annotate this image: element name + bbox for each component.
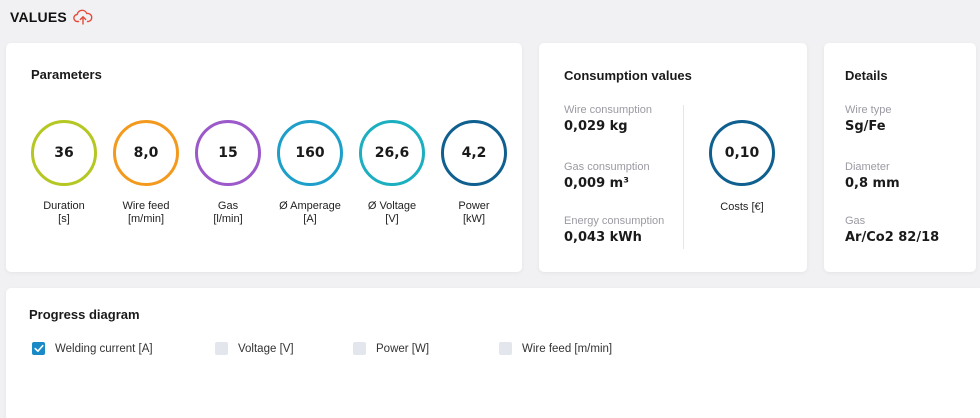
gas-type-label: Gas <box>845 215 866 227</box>
consumption-card: Consumption values Wire consumption 0,02… <box>539 43 807 272</box>
parameter-gauges: 36 Duration [s] 8,0 Wire feed [m/min] 15… <box>31 120 507 226</box>
gauge-label-name: Ø Voltage <box>367 200 417 212</box>
checkbox[interactable] <box>499 342 512 355</box>
energy-consumption-label: Energy consumption <box>564 215 665 227</box>
costs-value: 0,10 <box>724 145 760 161</box>
gauge-ring: 4,2 <box>441 120 507 186</box>
gauge-gas: 15 Gas [l/min] <box>195 120 261 226</box>
gauge-amperage: 160 Ø Amperage [A] <box>277 120 343 226</box>
gauge-ring: 15 <box>195 120 261 186</box>
wire-type: Wire type Sg/Fe <box>845 104 891 134</box>
gauge-label-name: Wire feed <box>122 200 170 212</box>
toggle-voltage[interactable]: Voltage [V] <box>215 342 294 355</box>
gauge-ring: 26,6 <box>359 120 425 186</box>
wire-type-value: Sg/Fe <box>845 119 886 134</box>
progress-diagram-card: Progress diagram Welding current [A] Vol… <box>6 288 980 418</box>
gauge-value: 15 <box>218 145 238 161</box>
page-title: VALUES <box>10 9 67 25</box>
checkmark-icon <box>33 344 44 352</box>
gauge-label-unit: [m/min] <box>127 213 165 225</box>
gauge-duration: 36 Duration [s] <box>31 120 97 226</box>
diameter: Diameter 0,8 mm <box>845 161 900 191</box>
toggle-welding-current[interactable]: Welding current [A] <box>32 342 153 355</box>
gauge-value: 26,6 <box>374 145 410 161</box>
gauge-label: Wire feed [m/min] <box>122 200 169 226</box>
toggle-label: Welding current [A] <box>55 342 153 355</box>
checkbox[interactable] <box>353 342 366 355</box>
cloud-upload-icon[interactable] <box>73 9 93 25</box>
consumption-title: Consumption values <box>564 68 692 83</box>
divider <box>683 105 684 249</box>
gauge-voltage: 26,6 Ø Voltage [V] <box>359 120 425 226</box>
gas-consumption: Gas consumption 0,009 m³ <box>564 161 650 191</box>
details-card: Details Wire type Sg/Fe Diameter 0,8 mm … <box>824 43 976 272</box>
gauge-label: Ø Voltage [V] <box>368 200 416 226</box>
gauge-ring: 160 <box>277 120 343 186</box>
parameters-card: Parameters 36 Duration [s] 8,0 Wire feed… <box>6 43 522 272</box>
gauge-power: 4,2 Power [kW] <box>441 120 507 226</box>
toggle-wire-feed[interactable]: Wire feed [m/min] <box>499 342 612 355</box>
gauge-label-name: Ø Amperage <box>279 200 341 212</box>
gauge-wire-feed: 8,0 Wire feed [m/min] <box>113 120 179 226</box>
gauge-ring: 0,10 <box>709 120 775 186</box>
checkbox-checked[interactable] <box>32 342 45 355</box>
gauge-ring: 8,0 <box>113 120 179 186</box>
gas-consumption-value: 0,009 m³ <box>564 176 629 191</box>
gauge-label-name: Duration <box>43 200 85 212</box>
wire-type-label: Wire type <box>845 104 892 116</box>
gauge-label: Gas [l/min] <box>213 200 242 226</box>
wire-consumption: Wire consumption 0,029 kg <box>564 104 652 134</box>
gauge-label-name: Gas <box>217 200 239 212</box>
checkbox[interactable] <box>215 342 228 355</box>
page-header: VALUES <box>10 6 93 28</box>
gauge-label: Ø Amperage [A] <box>279 200 341 226</box>
gauge-value: 8,0 <box>133 145 159 161</box>
toggle-label: Wire feed [m/min] <box>522 342 613 355</box>
details-title: Details <box>845 68 888 83</box>
gauge-label-unit: [V] <box>385 213 399 225</box>
energy-consumption-value: 0,043 kWh <box>564 230 642 245</box>
costs-gauge: 0,10 Costs [€] <box>709 120 775 214</box>
wire-consumption-label: Wire consumption <box>564 104 653 116</box>
toggle-power[interactable]: Power [W] <box>353 342 429 355</box>
gauge-label-unit: [s] <box>58 213 70 225</box>
progress-title: Progress diagram <box>29 307 140 322</box>
gauge-label-name: Power <box>458 200 490 212</box>
diameter-value: 0,8 mm <box>845 176 900 191</box>
gauge-label-unit: [kW] <box>463 213 485 225</box>
toggle-label: Power [W] <box>376 342 430 355</box>
gauge-value: 160 <box>295 145 325 161</box>
gauge-label: Power [kW] <box>458 200 489 226</box>
gas-consumption-label: Gas consumption <box>564 161 650 173</box>
gauge-value: 36 <box>54 145 74 161</box>
energy-consumption: Energy consumption 0,043 kWh <box>564 215 664 245</box>
parameters-title: Parameters <box>31 67 102 82</box>
gas-type: Gas Ar/Co2 82/18 <box>845 215 939 245</box>
wire-consumption-value: 0,029 kg <box>564 119 628 134</box>
gauge-value: 4,2 <box>461 145 487 161</box>
gauge-label-unit: [l/min] <box>213 213 243 225</box>
costs-label: Costs [€] <box>720 201 764 213</box>
diameter-label: Diameter <box>845 161 890 173</box>
toggle-label: Voltage [V] <box>238 342 294 355</box>
gauge-label-unit: [A] <box>303 213 317 225</box>
gauge-ring: 36 <box>31 120 97 186</box>
gauge-label: Duration [s] <box>43 200 85 226</box>
gas-type-value: Ar/Co2 82/18 <box>845 230 940 245</box>
